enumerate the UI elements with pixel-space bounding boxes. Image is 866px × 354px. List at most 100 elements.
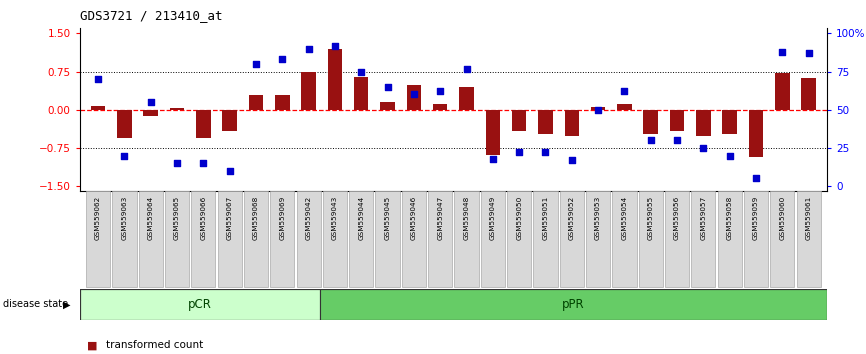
Bar xyxy=(380,102,395,110)
Point xyxy=(775,49,789,55)
Text: transformed count: transformed count xyxy=(106,340,203,350)
Point xyxy=(407,92,421,97)
Point xyxy=(539,150,553,155)
Bar xyxy=(722,110,737,134)
Text: GSM559065: GSM559065 xyxy=(174,196,180,240)
Point xyxy=(617,88,631,94)
Point xyxy=(670,137,684,143)
Text: GSM559054: GSM559054 xyxy=(622,196,627,240)
Bar xyxy=(144,110,158,116)
Bar xyxy=(749,110,763,156)
Point xyxy=(749,176,763,181)
Bar xyxy=(223,110,237,131)
FancyBboxPatch shape xyxy=(217,191,242,287)
Text: GSM559046: GSM559046 xyxy=(410,196,417,240)
Point xyxy=(460,66,474,72)
Bar xyxy=(669,110,684,131)
FancyBboxPatch shape xyxy=(86,191,110,287)
Bar xyxy=(512,110,527,131)
FancyBboxPatch shape xyxy=(559,191,584,287)
Bar xyxy=(91,105,106,110)
FancyBboxPatch shape xyxy=(402,191,426,287)
Bar xyxy=(486,110,500,154)
Bar xyxy=(538,110,553,134)
Bar xyxy=(775,73,790,110)
Bar xyxy=(459,87,474,110)
FancyBboxPatch shape xyxy=(349,191,373,287)
FancyBboxPatch shape xyxy=(797,191,821,287)
Point xyxy=(301,46,315,52)
Bar xyxy=(565,110,579,136)
Point xyxy=(433,88,447,94)
Text: GSM559059: GSM559059 xyxy=(753,196,759,240)
Point xyxy=(223,168,236,174)
Bar xyxy=(301,72,316,110)
Point xyxy=(643,137,657,143)
Bar xyxy=(591,107,605,110)
Text: ■: ■ xyxy=(87,340,97,350)
FancyBboxPatch shape xyxy=(428,191,452,287)
FancyBboxPatch shape xyxy=(507,191,531,287)
Bar xyxy=(80,289,320,320)
Point xyxy=(486,156,500,161)
FancyBboxPatch shape xyxy=(376,191,400,287)
Text: GSM559053: GSM559053 xyxy=(595,196,601,240)
FancyBboxPatch shape xyxy=(718,191,742,287)
Point xyxy=(381,84,395,90)
Text: GSM559048: GSM559048 xyxy=(463,196,469,240)
Text: GSM559064: GSM559064 xyxy=(148,196,154,240)
FancyBboxPatch shape xyxy=(270,191,294,287)
Bar xyxy=(643,110,658,134)
Text: pCR: pCR xyxy=(188,298,211,311)
Text: GSM559061: GSM559061 xyxy=(805,196,811,240)
Bar xyxy=(117,110,132,138)
Text: GSM559042: GSM559042 xyxy=(306,196,312,240)
Text: GSM559050: GSM559050 xyxy=(516,196,522,240)
Bar xyxy=(354,77,369,110)
Text: GSM559069: GSM559069 xyxy=(280,196,285,240)
FancyBboxPatch shape xyxy=(113,191,137,287)
Text: GSM559060: GSM559060 xyxy=(779,196,785,240)
FancyBboxPatch shape xyxy=(191,191,216,287)
Bar xyxy=(801,78,816,110)
Text: GSM559052: GSM559052 xyxy=(569,196,575,240)
Text: GSM559067: GSM559067 xyxy=(227,196,233,240)
FancyBboxPatch shape xyxy=(455,191,479,287)
Text: GSM559063: GSM559063 xyxy=(121,196,127,240)
Bar xyxy=(275,96,289,110)
Point xyxy=(170,160,184,166)
FancyBboxPatch shape xyxy=(691,191,715,287)
Point xyxy=(144,99,158,105)
Text: GSM559045: GSM559045 xyxy=(385,196,391,240)
Text: GSM559049: GSM559049 xyxy=(490,196,496,240)
Text: GSM559055: GSM559055 xyxy=(648,196,654,240)
Text: GSM559043: GSM559043 xyxy=(332,196,338,240)
Bar xyxy=(407,85,421,110)
Point xyxy=(591,107,605,113)
Text: GSM559056: GSM559056 xyxy=(674,196,680,240)
Text: pPR: pPR xyxy=(562,298,585,311)
Text: GDS3721 / 213410_at: GDS3721 / 213410_at xyxy=(80,10,223,23)
Point xyxy=(91,76,105,82)
Text: GSM559068: GSM559068 xyxy=(253,196,259,240)
Point xyxy=(328,43,342,48)
FancyBboxPatch shape xyxy=(612,191,637,287)
FancyBboxPatch shape xyxy=(244,191,268,287)
Point xyxy=(696,145,710,151)
Text: GSM559058: GSM559058 xyxy=(727,196,733,240)
FancyBboxPatch shape xyxy=(744,191,768,287)
Point xyxy=(802,50,816,56)
FancyBboxPatch shape xyxy=(770,191,794,287)
FancyBboxPatch shape xyxy=(665,191,689,287)
FancyBboxPatch shape xyxy=(296,191,320,287)
Point xyxy=(354,69,368,74)
Bar xyxy=(170,108,184,110)
Point xyxy=(565,157,578,163)
FancyBboxPatch shape xyxy=(165,191,189,287)
Bar xyxy=(327,49,342,110)
Text: GSM559066: GSM559066 xyxy=(200,196,206,240)
Bar xyxy=(433,104,448,110)
Bar xyxy=(696,110,711,136)
Text: GSM559057: GSM559057 xyxy=(701,196,707,240)
Point xyxy=(249,61,263,67)
